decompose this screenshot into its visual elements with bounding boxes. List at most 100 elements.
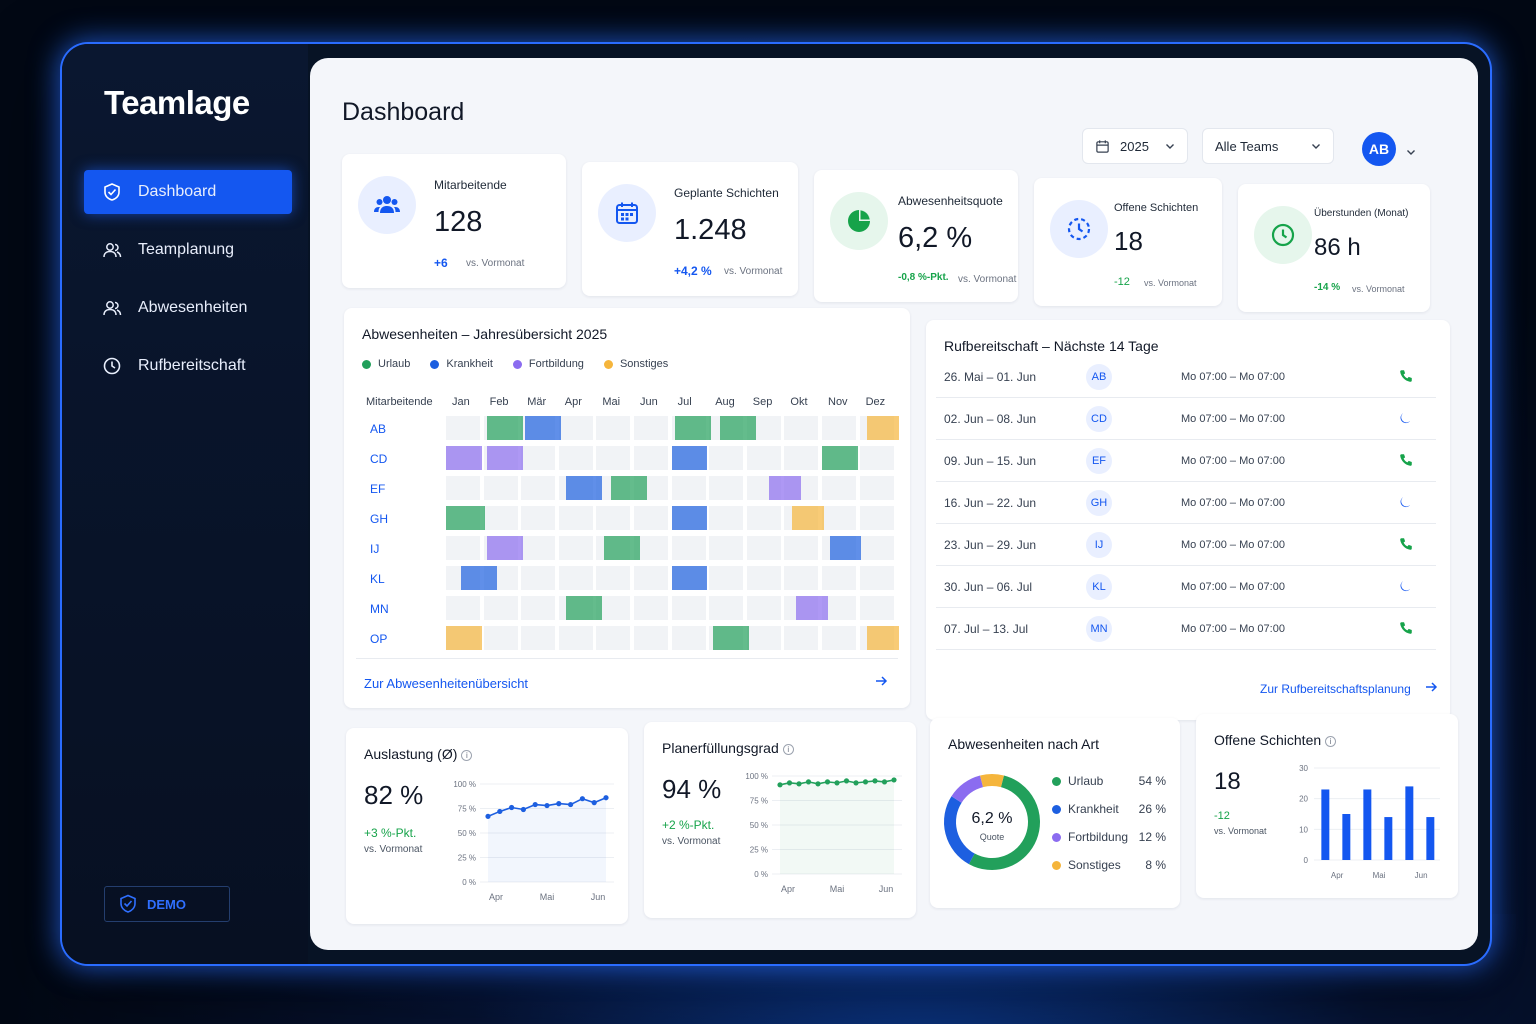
absence-bar-krankheit[interactable] [671, 446, 708, 470]
data-point[interactable] [556, 801, 562, 807]
data-point[interactable] [591, 800, 597, 806]
data-point[interactable] [805, 779, 812, 785]
absence-bar-krankheit[interactable] [829, 536, 862, 560]
employee-row-label[interactable]: EF [370, 482, 386, 496]
sidebar-item-teamplanung[interactable]: Teamplanung [84, 228, 292, 272]
absence-bar-krankheit[interactable] [566, 476, 602, 500]
oncall-date-range: 09. Jun – 15. Jun [944, 454, 1037, 468]
grid-cell [709, 566, 744, 590]
absence-bar-sonstiges[interactable] [446, 626, 482, 650]
data-point[interactable] [872, 778, 878, 784]
column-header-employees: Mitarbeitende [366, 396, 433, 408]
employee-row-label[interactable]: KL [370, 572, 385, 586]
kpi-card-mitarbeitende[interactable]: Mitarbeitende 128 +6 vs. Vormonat [342, 154, 566, 288]
employee-row-label[interactable]: CD [370, 452, 388, 466]
absence-bar-urlaub[interactable] [603, 536, 640, 560]
donut-slice-sonstiges[interactable] [980, 774, 1004, 788]
absence-bar-urlaub[interactable] [611, 476, 648, 500]
kpi-card-ueberstunden[interactable]: Überstunden (Monat) 86 h -14 % vs. Vormo… [1238, 184, 1430, 312]
bar[interactable] [1342, 814, 1351, 860]
donut-slice-krankheit[interactable] [944, 796, 975, 865]
arrow-right-icon[interactable] [1424, 680, 1438, 694]
bar[interactable] [1426, 817, 1435, 860]
donut-slice-urlaub[interactable] [968, 775, 1040, 870]
absence-bar-sonstiges[interactable] [867, 626, 899, 650]
legend-label: Fortbildung [1068, 830, 1129, 844]
data-point[interactable] [509, 804, 515, 811]
absence-bar-krankheit[interactable] [671, 506, 708, 530]
absence-bar-krankheit[interactable] [461, 566, 497, 590]
employee-row-label[interactable]: GH [370, 512, 388, 526]
legend-item-krankheit: Krankheit [430, 358, 493, 370]
data-point[interactable] [777, 782, 783, 788]
sidebar-item-abwesenheiten[interactable]: Abwesenheiten [84, 286, 292, 330]
year-select[interactable]: 2025 [1082, 128, 1188, 164]
data-point[interactable] [568, 801, 574, 808]
data-point[interactable] [497, 808, 503, 815]
oncall-row[interactable]: 30. Jun – 06. Jul KL Mo 07:00 – Mo 07:00 [936, 566, 1436, 608]
oncall-row[interactable]: 23. Jun – 29. Jun IJ Mo 07:00 – Mo 07:00 [936, 524, 1436, 566]
data-point[interactable] [485, 813, 491, 819]
bar[interactable] [1363, 789, 1372, 860]
absence-bar-sonstiges[interactable] [791, 506, 824, 530]
absence-bar-fortbildung[interactable] [487, 536, 523, 560]
absence-bar-urlaub[interactable] [675, 416, 711, 440]
absence-bar-krankheit[interactable] [671, 566, 708, 590]
kpi-card-schichten[interactable]: Geplante Schichten 1.248 +4,2 % vs. Vorm… [582, 162, 798, 296]
absence-bar-urlaub[interactable] [712, 626, 749, 650]
info-icon[interactable]: i [1325, 736, 1337, 747]
employee-row-label[interactable]: AB [370, 422, 387, 436]
avatar[interactable]: AB [1362, 132, 1396, 166]
oncall-row[interactable]: 16. Jun – 22. Jun GH Mo 07:00 – Mo 07:00 [936, 482, 1436, 524]
data-point[interactable] [786, 780, 793, 786]
bar[interactable] [1321, 789, 1330, 860]
absence-bar-fortbildung[interactable] [487, 446, 523, 470]
absence-bar-urlaub[interactable] [446, 506, 486, 530]
data-point[interactable] [520, 806, 526, 813]
absence-bar-fortbildung[interactable] [446, 446, 482, 470]
absence-bar-krankheit[interactable] [524, 416, 561, 440]
oncall-row[interactable]: 09. Jun – 15. Jun EF Mo 07:00 – Mo 07:00 [936, 440, 1436, 482]
data-point[interactable] [891, 777, 897, 783]
oncall-row[interactable]: 07. Jul – 13. Jul MN Mo 07:00 – Mo 07:00 [936, 608, 1436, 650]
data-point[interactable] [834, 780, 840, 786]
absence-overview-link[interactable]: Zur Abwesenheitenübersicht [364, 676, 529, 691]
employee-row-label[interactable]: IJ [370, 542, 380, 556]
kpi-card-abwesenheitsquote[interactable]: Abwesenheitsquote 6,2 % -0,8 %-Pkt. vs. … [814, 170, 1018, 302]
absence-bar-sonstiges[interactable] [867, 416, 899, 440]
oncall-date-range: 30. Jun – 06. Jul [944, 580, 1033, 594]
sidebar-item-rufbereitschaft[interactable]: Rufbereitschaft [84, 344, 292, 388]
bar[interactable] [1384, 817, 1393, 860]
donut-slice-fortbildung[interactable] [951, 775, 984, 803]
data-point[interactable] [815, 781, 821, 787]
absence-bar-fortbildung[interactable] [769, 476, 802, 500]
arrow-right-icon[interactable] [874, 674, 888, 688]
chevron-down-icon[interactable] [1406, 144, 1416, 155]
employee-row-label[interactable]: MN [370, 602, 389, 616]
kpi-card-offene-schichten[interactable]: Offene Schichten 18 -12 vs. Vormonat [1034, 178, 1222, 306]
employee-row-label[interactable]: OP [370, 632, 388, 646]
oncall-row[interactable]: 02. Jun – 08. Jun CD Mo 07:00 – Mo 07:00 [936, 398, 1436, 440]
data-point[interactable] [544, 802, 550, 809]
team-select[interactable]: Alle Teams [1202, 128, 1334, 164]
data-point[interactable] [532, 801, 538, 808]
absence-bar-urlaub[interactable] [720, 416, 757, 440]
data-point[interactable] [824, 779, 831, 785]
data-point[interactable] [603, 795, 609, 801]
info-icon[interactable]: i [782, 744, 794, 755]
absence-bar-urlaub[interactable] [566, 596, 602, 620]
absence-bar-fortbildung[interactable] [795, 596, 828, 620]
data-point[interactable] [862, 779, 869, 785]
oncall-row[interactable]: 26. Mai – 01. Jun AB Mo 07:00 – Mo 07:00 [936, 356, 1436, 398]
info-icon[interactable]: i [461, 750, 473, 761]
data-point[interactable] [796, 781, 802, 787]
data-point[interactable] [853, 780, 859, 786]
bar[interactable] [1405, 786, 1414, 860]
sidebar-item-dashboard[interactable]: Dashboard [84, 170, 292, 214]
oncall-planning-link[interactable]: Zur Rufbereitschaftsplanung [1260, 682, 1411, 696]
data-point[interactable] [881, 779, 888, 785]
absence-bar-urlaub[interactable] [487, 416, 523, 440]
data-point[interactable] [579, 796, 585, 802]
absence-bar-urlaub[interactable] [822, 446, 858, 470]
data-point[interactable] [843, 778, 850, 784]
